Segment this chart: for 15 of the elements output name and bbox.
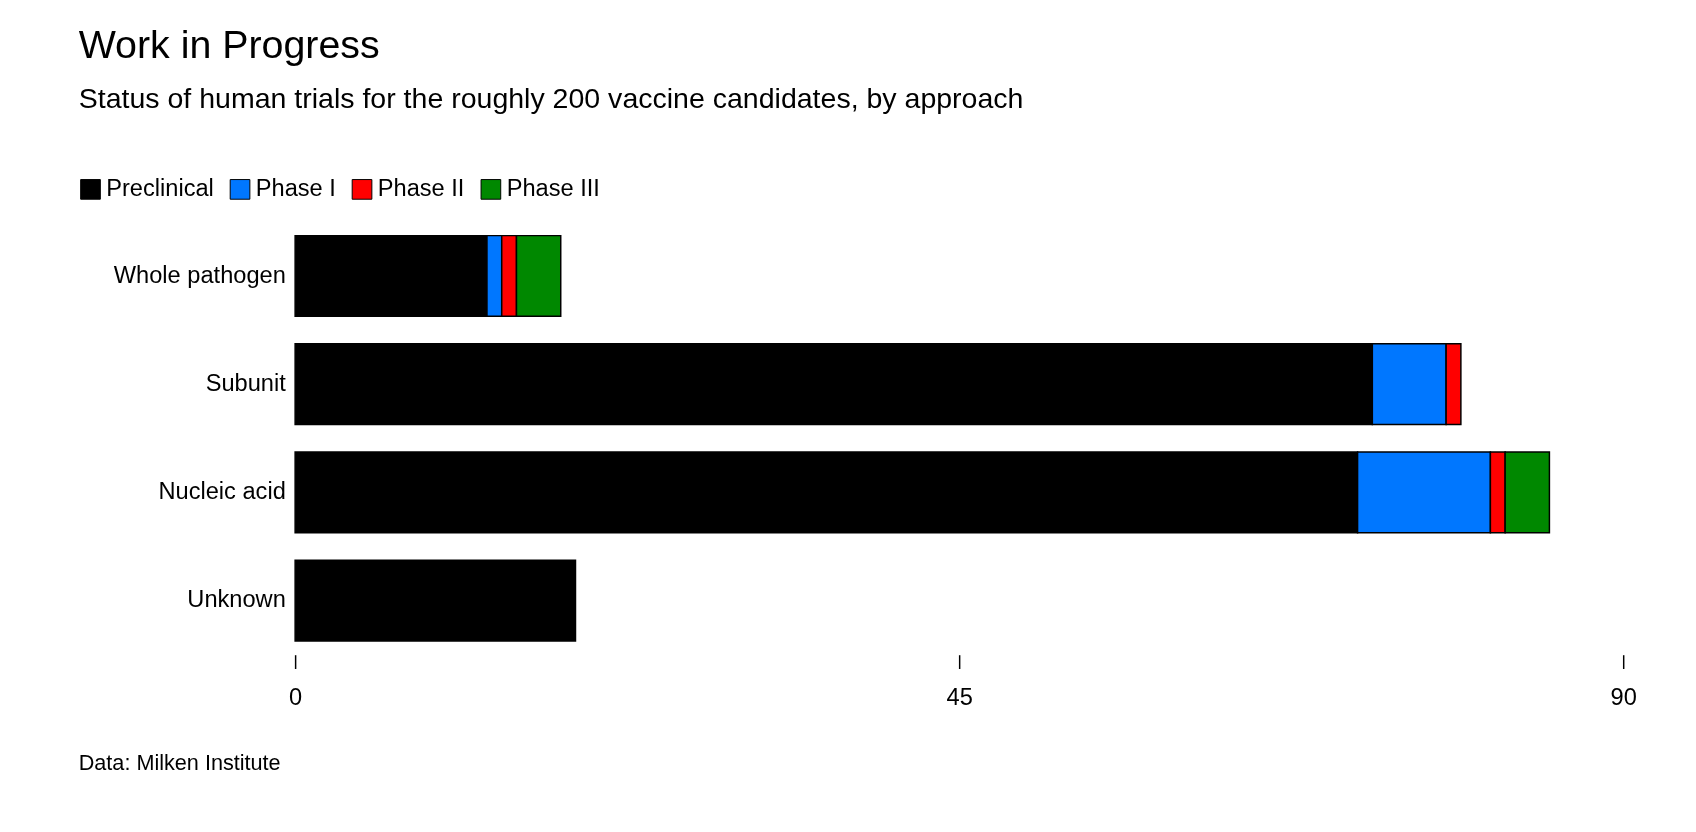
x-tick-label: 45	[946, 684, 973, 711]
x-tick-label: 90	[1610, 684, 1637, 711]
x-tick-label: 0	[289, 684, 303, 711]
legend-label: Phase I	[255, 175, 336, 202]
legend-label: Phase II	[377, 175, 465, 202]
y-tick-label: Whole pathogen	[113, 261, 286, 288]
y-tick-label: Subunit	[205, 370, 287, 397]
bar	[294, 559, 577, 642]
legend-label: Phase III	[506, 175, 600, 202]
text: Data: Milken Institute	[78, 749, 281, 775]
legend-label: Preclinical	[106, 175, 214, 202]
chart-subtitle: Status of human trials for the roughly 200 vaccine candidates, by approach	[78, 81, 1024, 114]
y-tick-label: Nucleic acid	[158, 478, 286, 505]
y-tick-label: Unknown	[187, 586, 286, 613]
chart-title: Work in Progress	[78, 21, 380, 66]
